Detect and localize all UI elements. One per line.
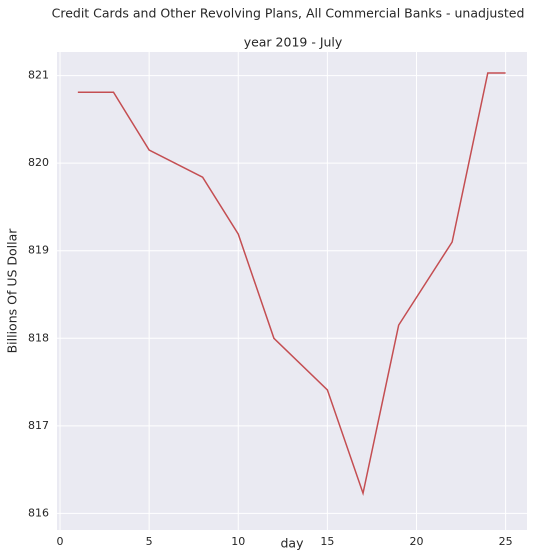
x-tick-label: 15 — [320, 535, 334, 548]
chart-title: Credit Cards and Other Revolving Plans, … — [52, 6, 525, 21]
data-line — [77, 72, 506, 497]
y-tick-label: 820 — [28, 156, 49, 169]
x-axis-label: day — [281, 536, 305, 551]
chart-subtitle: year 2019 - July — [244, 35, 343, 50]
x-tick-label: 10 — [231, 535, 245, 548]
y-axis-label: Billions Of US Dollar — [5, 228, 20, 354]
x-tick-label: 20 — [409, 535, 423, 548]
y-tick-label: 819 — [28, 244, 49, 257]
plot-area — [57, 52, 527, 530]
y-tick-label: 821 — [28, 69, 49, 82]
y-tick-label: 818 — [28, 331, 49, 344]
x-tick-label: 25 — [499, 535, 513, 548]
y-tick-label: 817 — [28, 419, 49, 432]
y-tick-label: 816 — [28, 506, 49, 519]
x-tick-label: 5 — [146, 535, 153, 548]
x-tick-label: 0 — [57, 535, 64, 548]
